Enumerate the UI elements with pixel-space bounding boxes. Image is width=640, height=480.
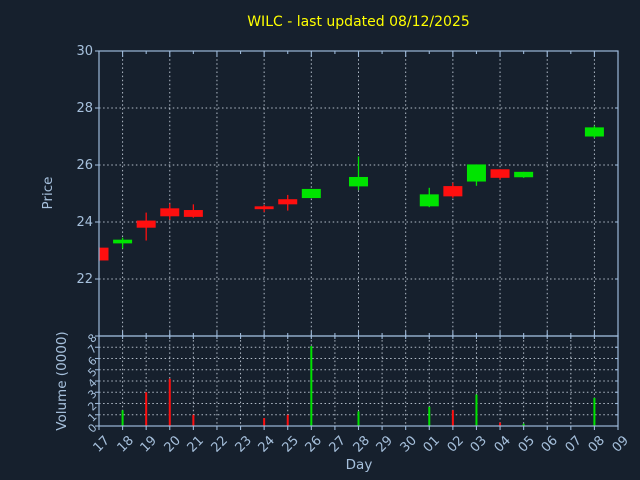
volume-bar-down [451,410,454,426]
candle-up [301,188,321,199]
candle-down [490,169,510,178]
volume-bar-down [192,414,195,426]
volume-bar-up [522,423,525,426]
candle-up [419,194,439,207]
candle-up [514,171,534,178]
candle-up [349,176,368,187]
volume-bar-down [145,392,148,426]
volume-bar-up [475,394,478,426]
candle-down [160,208,180,217]
candle-up [113,239,133,244]
price-axis-label: Price [40,176,56,210]
candle-down [278,199,298,205]
volume-bar-down [263,418,266,426]
volume-bar-down [499,422,502,426]
price-tick-label: 22 [76,271,93,287]
chart-title: WILC - last updated 08/12/2025 [247,14,470,30]
volume-bar-up [310,346,313,426]
day-axis-label: Day [345,457,373,473]
candle-up [466,164,486,182]
volume-bar-down [168,378,171,426]
volume-bar-down [286,414,289,426]
price-tick-label: 28 [76,100,93,116]
price-tick-label: 26 [76,157,93,173]
volume-bar-up [121,410,124,426]
price-tick-label: 24 [76,214,93,230]
candles-group [99,125,604,262]
volume-bar-up [428,406,431,426]
candle-down [254,206,274,210]
candle-down [183,210,203,217]
volume-bar-up [593,397,596,426]
price-tick-label: 30 [76,43,93,59]
candle-down [136,220,156,228]
volume-bar-up [357,411,360,426]
candle-up [584,127,604,137]
candle-down [99,247,109,261]
volume-axis-label: Volume (0000) [54,331,70,431]
candle-down [443,186,463,197]
